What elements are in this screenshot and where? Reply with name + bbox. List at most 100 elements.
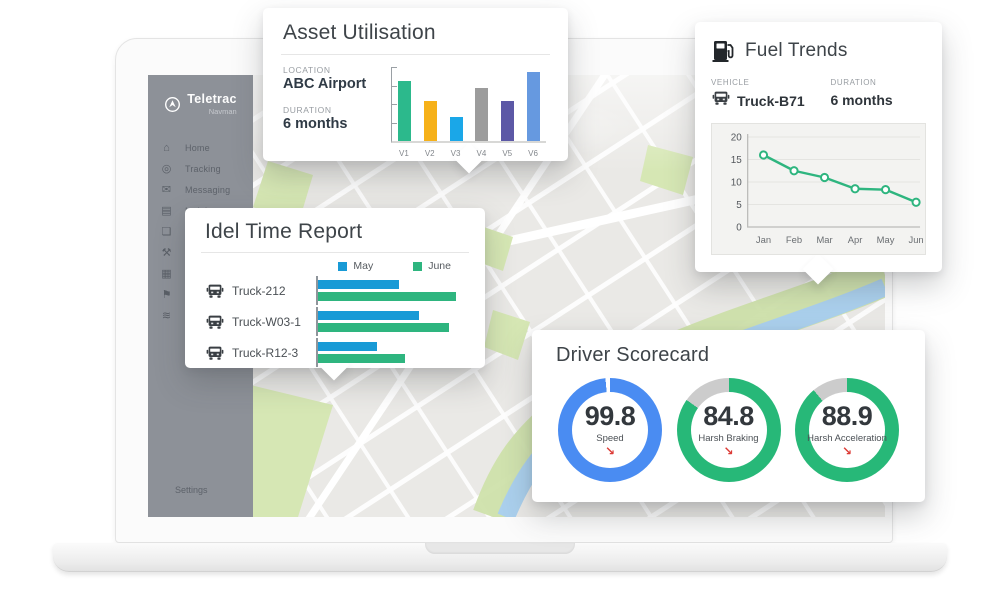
gauge-label: Speed: [596, 433, 624, 444]
y-axis-tick: [391, 67, 397, 68]
truck-label: Truck-W03-1: [232, 314, 301, 329]
fuel-line-series: [762, 153, 917, 204]
chat-icon: ✉: [161, 184, 172, 196]
data-point-marker: [850, 184, 860, 194]
truck-icon-wrap: [205, 345, 225, 361]
asset-utilisation-card: Asset Utilisation LOCATION ABC Airport D…: [263, 8, 568, 174]
divider: [201, 252, 469, 253]
bar-V3: [449, 116, 463, 141]
fuel-card-title: Fuel Trends: [745, 40, 848, 61]
brand-subtitle: Navman: [208, 106, 237, 116]
driver-score-gauges: 99.8 Speed ↘ 84.8 Harsh Braking ↘ 88.9 Harsh Ac…: [556, 378, 901, 482]
duration-label: DURATION: [830, 78, 877, 87]
home-icon: ⌂: [163, 141, 170, 154]
wifi-icon: ≋: [161, 310, 172, 322]
truck-bars: [316, 338, 465, 367]
truck-icon: [206, 315, 224, 329]
gauge-value: 99.8: [584, 401, 636, 431]
fuel-trends-line-chart: 20 15 10 5 0 Jan Feb Mar Apr May Jun: [711, 123, 926, 255]
score-gauge-speed: 99.8 Speed ↘: [558, 378, 662, 482]
x-tick-label: Mar: [816, 235, 832, 246]
x-tick-label: May: [877, 235, 895, 246]
truck-icon: [206, 346, 224, 360]
bar-V1: [398, 81, 412, 141]
data-point-marker: [881, 185, 891, 195]
score-gauge-harsh-acceleration: 88.9 Harsh Acceleration ↘: [795, 378, 899, 482]
brand-logo: Teletrac Navman: [148, 75, 253, 115]
teletrac-logo-icon: [165, 96, 181, 112]
idle-chart-legend: May June: [205, 257, 465, 275]
sidebar-item-label: Messaging: [185, 184, 231, 195]
document-icon: ❏: [161, 226, 172, 238]
y-tick-label: 5: [736, 200, 742, 211]
asset-card-title: Asset Utilisation: [283, 21, 436, 44]
trend-down-arrow-icon: ↘: [723, 444, 734, 458]
truck-bars: [316, 307, 465, 336]
y-tick-label: 0: [736, 222, 742, 233]
sidebar-item-messaging[interactable]: ✉ Messaging: [148, 179, 253, 200]
location-label: LOCATION: [283, 65, 331, 75]
truck-icon-wrap: [205, 314, 225, 330]
bar-V4: [475, 87, 489, 141]
bar-V2: [423, 101, 437, 141]
y-tick-label: 20: [731, 132, 742, 143]
bar-V6: [526, 72, 540, 141]
gauge-value: 88.9: [821, 401, 873, 431]
duration-label: DURATION: [283, 105, 332, 115]
bar-may: [318, 280, 399, 289]
truck-label: Truck-R12-3: [232, 345, 299, 360]
legend-label: June: [428, 260, 451, 272]
y-tick-label: 15: [731, 155, 742, 166]
idle-card-title: Idel Time Report: [205, 220, 363, 243]
data-point-marker: [789, 166, 799, 176]
truck-icon-wrap: [205, 283, 225, 299]
driver-scorecard-card: Driver Scorecard 99.8 Speed ↘ 84.8 Harsh Bra…: [532, 330, 925, 502]
scorecard-title: Driver Scorecard: [556, 344, 710, 366]
idle-row-truck-w03-1: Truck-W03-1: [205, 306, 465, 337]
truck-bars: [316, 276, 465, 305]
legend-swatch: [413, 261, 423, 271]
divider: [281, 54, 550, 55]
x-axis-label: V1: [399, 149, 409, 158]
sidebar-item-tracking[interactable]: ◎ Tracking: [148, 158, 253, 179]
wrench-icon: ⚒: [161, 247, 172, 259]
sidebar-item-settings[interactable]: Settings: [175, 485, 208, 495]
duration-value: 6 months: [283, 116, 348, 132]
truck-icon: [206, 284, 224, 298]
gauge-label: Harsh Braking: [698, 433, 759, 444]
truck-label: Truck-212: [232, 283, 286, 298]
gauge-center: 88.9 Harsh Acceleration ↘: [807, 392, 887, 468]
sidebar-item-label: Tracking: [185, 163, 221, 174]
bar-may: [318, 311, 420, 320]
insights-icon: ▤: [161, 205, 172, 217]
y-axis-tick: [391, 85, 397, 87]
sidebar-item-label: Home: [185, 142, 210, 153]
brand-name: Teletrac: [187, 92, 237, 106]
data-point-marker: [911, 197, 921, 207]
gauge-center: 84.8 Harsh Braking ↘: [690, 392, 767, 468]
asset-utilisation-bar-chart: V1 V2 V3 V4 V5 V6: [381, 67, 548, 161]
x-axis-label: V4: [476, 149, 487, 158]
vehicle-truck-icon: [711, 90, 731, 111]
legend-label: May: [353, 260, 374, 272]
data-point-marker: [758, 150, 769, 160]
bar-june: [318, 292, 457, 301]
legend-item-june: June: [413, 260, 451, 272]
idle-row-truck-212: Truck-212: [205, 275, 465, 306]
x-axis-label: V5: [502, 149, 513, 158]
truck-icon: [712, 91, 730, 105]
gauge-label: Harsh Acceleration: [807, 433, 887, 444]
idle-row-truck-r12-3: Truck-R12-3: [205, 337, 465, 368]
sidebar-item-home[interactable]: ⌂ Home: [148, 137, 253, 158]
legend-swatch: [338, 261, 348, 271]
x-tick-label: Feb: [786, 235, 802, 246]
laptop-base-notch: [425, 543, 575, 554]
card-icon: ▦: [161, 268, 172, 280]
bar-may: [318, 342, 377, 351]
laptop-base: [53, 543, 947, 572]
score-gauge-harsh-braking: 84.8 Harsh Braking ↘: [676, 378, 781, 482]
fuel-trends-card: Fuel Trends VEHICLE Truck-B71 DURATION 6…: [695, 22, 942, 285]
x-axis-label: V6: [528, 149, 538, 158]
route-icon: ⚑: [161, 289, 172, 301]
